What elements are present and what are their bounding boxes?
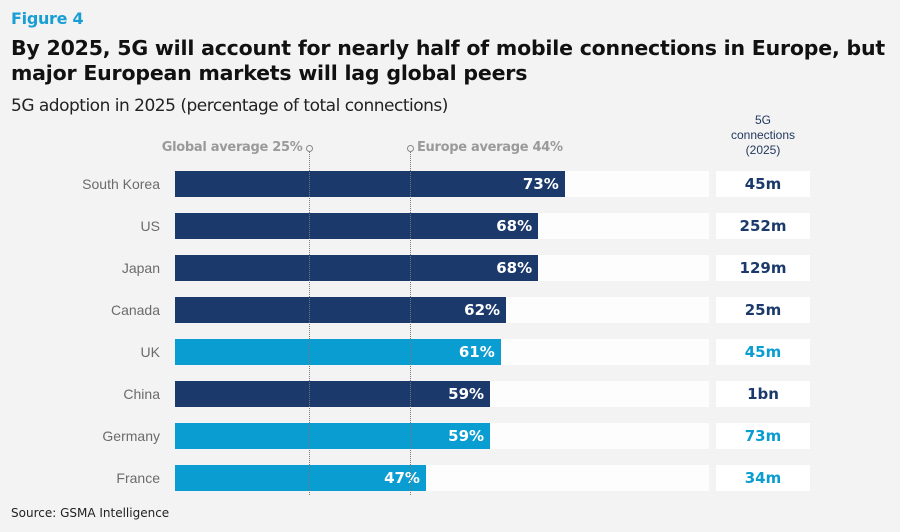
bar: [175, 339, 501, 365]
connections-value: 45m: [716, 171, 810, 197]
category-label: France: [116, 470, 160, 486]
bar-value-label: 61%: [458, 343, 495, 361]
chart-subtitle: 5G adoption in 2025 (percentage of total…: [11, 96, 448, 116]
connections-value: 1bn: [716, 381, 810, 407]
global-average-label: Global average 25%: [161, 140, 303, 155]
column-header-line-1: 5G: [754, 113, 771, 127]
connections-value: 25m: [716, 297, 810, 323]
europe-average-label: Europe average 44%: [416, 140, 563, 155]
bar-value-label: 62%: [464, 301, 501, 319]
category-label: China: [123, 386, 160, 402]
reference-marker-icon: [305, 145, 313, 152]
bar: [175, 213, 539, 239]
figure-label: Figure 4: [11, 9, 84, 28]
bar-value-label: 68%: [496, 259, 533, 277]
connections-value: 45m: [716, 339, 810, 365]
bar: [175, 423, 491, 449]
bar-value-label: 68%: [496, 217, 533, 235]
category-label: Canada: [110, 302, 160, 318]
global-average-line: [308, 150, 310, 495]
category-label: Germany: [102, 428, 160, 444]
bar: [175, 465, 426, 491]
column-header-line-2: connections: [730, 128, 796, 142]
connections-value: 73m: [716, 423, 810, 449]
connections-value: 252m: [716, 213, 810, 239]
bar: [175, 255, 539, 281]
bar-value-label: 73%: [522, 175, 559, 193]
connections-column-header: 5G connections (2025): [716, 113, 810, 158]
category-label: South Korea: [82, 176, 160, 192]
bar: [175, 171, 565, 197]
source-note: Source: GSMA Intelligence: [11, 506, 170, 520]
bar-value-label: 59%: [448, 385, 485, 403]
column-header-line-3: (2025): [745, 143, 781, 157]
chart-title: By 2025, 5G will account for nearly half…: [11, 36, 885, 85]
connections-value: 129m: [716, 255, 810, 281]
bar: [175, 381, 491, 407]
category-label: Japan: [121, 260, 160, 276]
connections-value: 34m: [716, 465, 810, 491]
reference-marker-icon: [406, 145, 414, 152]
europe-average-line: [409, 150, 411, 495]
category-label: UK: [140, 344, 160, 360]
bar-value-label: 59%: [448, 427, 485, 445]
bar: [175, 297, 507, 323]
bar-value-label: 47%: [384, 469, 420, 487]
category-label: US: [140, 218, 160, 234]
